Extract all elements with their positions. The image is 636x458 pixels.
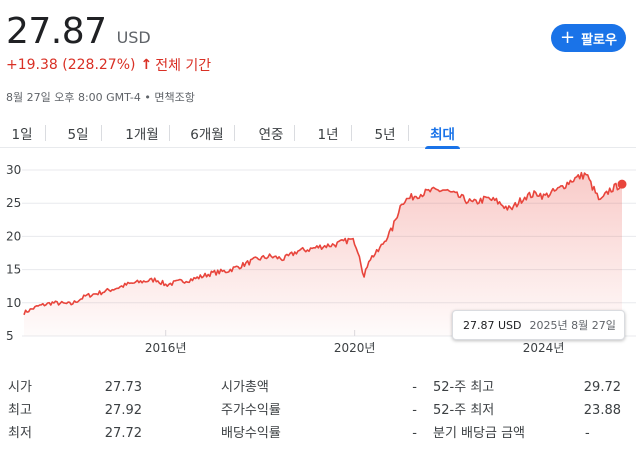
stat-value: 23.88 [583,403,621,418]
tooltip-value: 27.87 USD [463,318,522,332]
tab-1y[interactable]: 1년 [306,118,352,148]
price-header: 27.87 USD [6,10,151,54]
tab-ytd[interactable]: 연중 [249,118,295,148]
change-value: +19.38 (228.27%) [6,57,136,73]
stat-value: 27.72 [104,426,142,441]
price-change: +19.38 (228.27%) ↑ 전체 기간 [6,55,211,75]
y-tick-label: 5 [6,329,14,343]
tab-5d[interactable]: 5일 [56,118,102,148]
stat-value: - [412,426,417,441]
y-tick-label: 25 [6,196,21,210]
stat-value: 27.73 [104,380,142,395]
timestamp-disclaimer[interactable]: 8월 27일 오후 8:00 GMT-4 • 면책조항 [6,91,195,104]
stat-label: 시가 [8,380,32,395]
stat-label: 분기 배당금 금액 [433,426,525,441]
tab-1d[interactable]: 1일 [0,118,46,148]
x-tick-label: 2024년 [523,341,565,355]
stat-label: 52-주 최저 [433,403,495,418]
y-tick-label: 15 [6,263,21,277]
price-area [24,172,622,336]
current-price-dot [617,179,627,189]
stat-value: - [585,426,590,441]
currency-label: USD [116,28,151,47]
x-axis-ticks: 2016년 2020년 2024년 [145,330,564,355]
price-line [23,171,623,316]
stat-value: - [412,380,417,395]
stat-label: 시가총액 [221,380,269,395]
plus-icon: + [560,27,576,48]
stat-label: 최저 [8,426,32,441]
follow-button-label: 팔로우 [581,32,617,48]
x-tick-label: 2020년 [334,341,376,355]
arrow-up-icon: ↑ [140,57,153,73]
stat-label: 52-주 최고 [433,380,495,395]
current-price: 27.87 [6,11,107,52]
x-tick-label: 2016년 [145,341,187,355]
y-tick-label: 30 [6,163,21,177]
chart-tooltip: 27.87 USD 2025년 8월 27일 [452,310,625,340]
stat-label: 배당수익률 [221,426,281,441]
y-tick-label: 20 [6,229,21,243]
stat-label: 주가수익률 [221,403,281,418]
stat-value: 27.92 [104,403,142,418]
y-tick-label: 10 [6,296,21,310]
tab-6m[interactable]: 6개월 [181,118,235,148]
stat-label: 최고 [8,403,32,418]
price-chart[interactable]: 30 25 20 15 10 5 2016년 2020년 2024년 [0,150,636,365]
follow-button[interactable]: + 팔로우 [551,24,626,52]
tab-5y[interactable]: 5년 [363,118,409,148]
change-period: 전체 기간 [155,58,212,74]
stat-value: 29.72 [583,380,621,395]
tab-max[interactable]: 최대 [425,118,460,149]
tab-1m[interactable]: 1개월 [116,118,170,148]
y-axis-ticks: 30 25 20 15 10 5 [6,163,21,343]
stat-value: - [412,403,417,418]
tooltip-date: 2025년 8월 27일 [529,319,616,332]
range-tabs: 1일 5일 1개월 6개월 연중 1년 5년 최대 [0,118,636,149]
